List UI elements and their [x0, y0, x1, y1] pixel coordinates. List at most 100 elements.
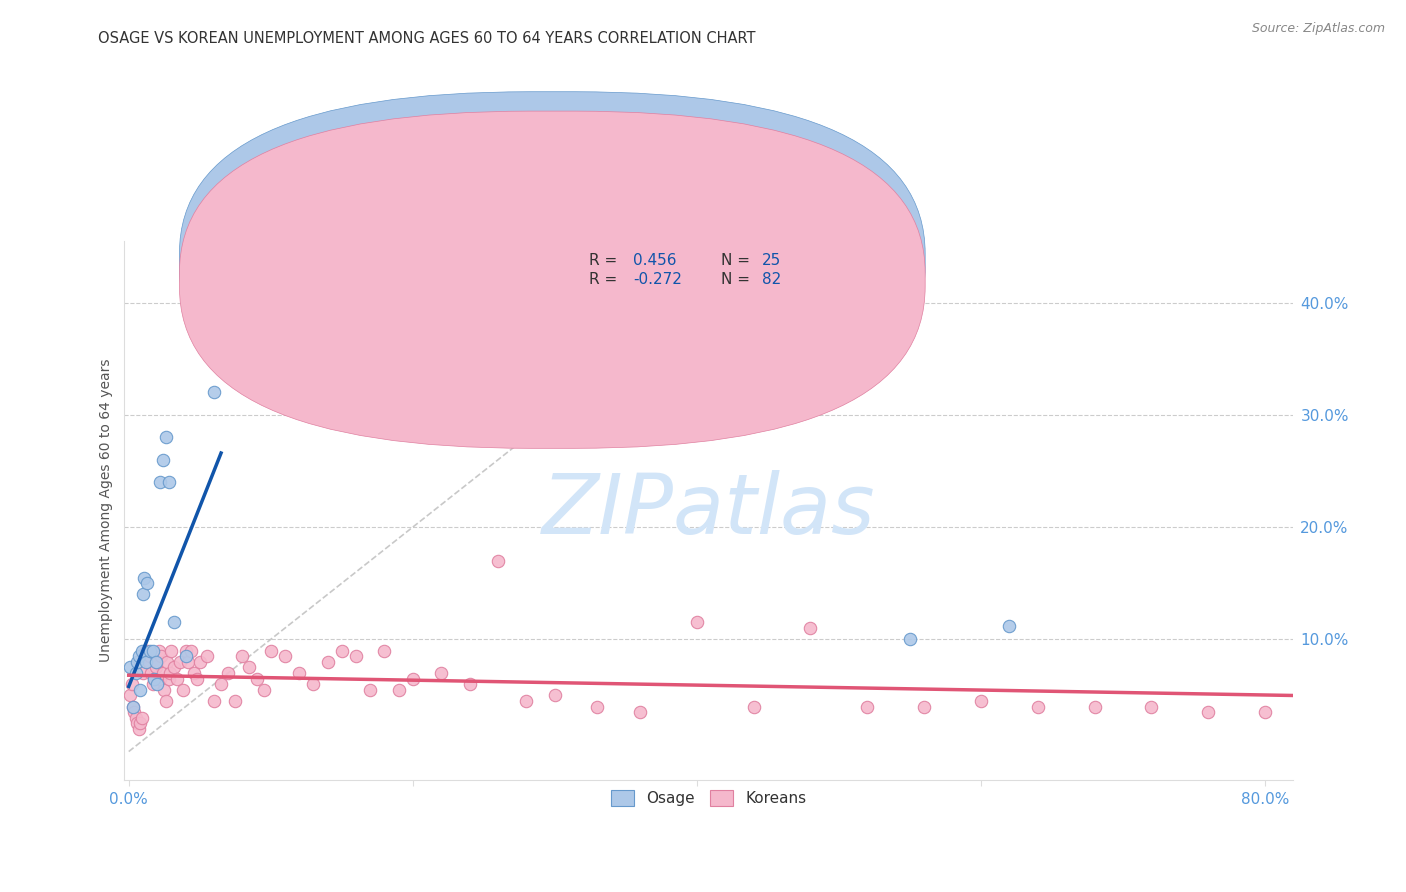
Point [159, 665, 181, 680]
Point [359, 682, 381, 697]
Point [486, 554, 509, 568]
Text: R =: R = [589, 272, 621, 287]
Point [970, 694, 993, 708]
Point [145, 660, 167, 674]
Point [169, 655, 191, 669]
Text: 25: 25 [762, 252, 780, 268]
Point [146, 677, 169, 691]
Point [202, 694, 225, 708]
Text: ZIPatlas: ZIPatlas [543, 470, 876, 550]
FancyBboxPatch shape [180, 112, 925, 449]
Point [174, 643, 197, 657]
Point [316, 655, 339, 669]
Point [174, 649, 197, 664]
Point [142, 677, 165, 691]
Point [183, 665, 205, 680]
Point [586, 699, 609, 714]
Point [1254, 706, 1277, 720]
Point [128, 722, 150, 736]
Point [195, 649, 218, 664]
Point [129, 716, 152, 731]
Point [124, 706, 146, 720]
Text: -0.272: -0.272 [633, 272, 682, 287]
Point [253, 682, 276, 697]
Point [544, 689, 567, 703]
Point [131, 643, 153, 657]
FancyBboxPatch shape [180, 92, 925, 429]
Text: 82: 82 [762, 272, 780, 287]
Point [260, 643, 283, 657]
Point [912, 699, 935, 714]
Point [127, 655, 149, 669]
Point [122, 699, 145, 714]
Point [157, 672, 180, 686]
Point [138, 655, 160, 669]
Point [139, 643, 162, 657]
Point [163, 615, 186, 630]
Point [132, 587, 155, 601]
Point [209, 677, 232, 691]
Text: N =: N = [721, 272, 755, 287]
Point [288, 665, 311, 680]
Point [274, 649, 297, 664]
Point [373, 643, 395, 657]
Point [128, 649, 150, 664]
Point [142, 643, 165, 657]
Point [515, 694, 537, 708]
Text: OSAGE VS KOREAN UNEMPLOYMENT AMONG AGES 60 TO 64 YEARS CORRELATION CHART: OSAGE VS KOREAN UNEMPLOYMENT AMONG AGES … [98, 31, 756, 46]
Point [129, 682, 152, 697]
Point [132, 665, 155, 680]
Point [686, 615, 709, 630]
Point [152, 452, 174, 467]
Point [238, 660, 260, 674]
Point [148, 643, 170, 657]
Point [153, 682, 176, 697]
Point [1083, 699, 1105, 714]
FancyBboxPatch shape [510, 245, 866, 294]
Point [898, 632, 921, 647]
Point [122, 699, 145, 714]
Point [150, 649, 173, 664]
Point [120, 660, 142, 674]
Legend: Osage, Koreans: Osage, Koreans [605, 784, 813, 813]
Point [177, 655, 200, 669]
Point [120, 689, 142, 703]
Point [121, 677, 143, 691]
Point [155, 430, 177, 444]
Point [152, 665, 174, 680]
Point [163, 660, 186, 674]
Point [143, 672, 166, 686]
Point [125, 665, 148, 680]
Point [131, 711, 153, 725]
Point [344, 649, 367, 664]
Point [458, 677, 481, 691]
Point [146, 655, 169, 669]
Point [172, 682, 194, 697]
Point [628, 706, 651, 720]
Text: Source: ZipAtlas.com: Source: ZipAtlas.com [1251, 22, 1385, 36]
Point [143, 672, 166, 686]
Point [1026, 699, 1049, 714]
Point [139, 649, 162, 664]
Point [202, 385, 225, 400]
Point [141, 665, 163, 680]
Point [302, 677, 325, 691]
Point [145, 655, 167, 669]
Text: N =: N = [721, 252, 755, 268]
Point [1197, 706, 1219, 720]
Point [135, 655, 157, 669]
Point [125, 711, 148, 725]
Point [156, 655, 179, 669]
Point [160, 643, 183, 657]
Point [180, 643, 202, 657]
Point [430, 665, 453, 680]
Point [231, 649, 253, 664]
Point [245, 672, 267, 686]
Point [330, 643, 353, 657]
Point [998, 619, 1021, 633]
Point [157, 475, 180, 490]
Point [799, 621, 821, 635]
Point [149, 672, 172, 686]
Point [1140, 699, 1163, 714]
Y-axis label: Unemployment Among Ages 60 to 64 years: Unemployment Among Ages 60 to 64 years [100, 359, 114, 662]
